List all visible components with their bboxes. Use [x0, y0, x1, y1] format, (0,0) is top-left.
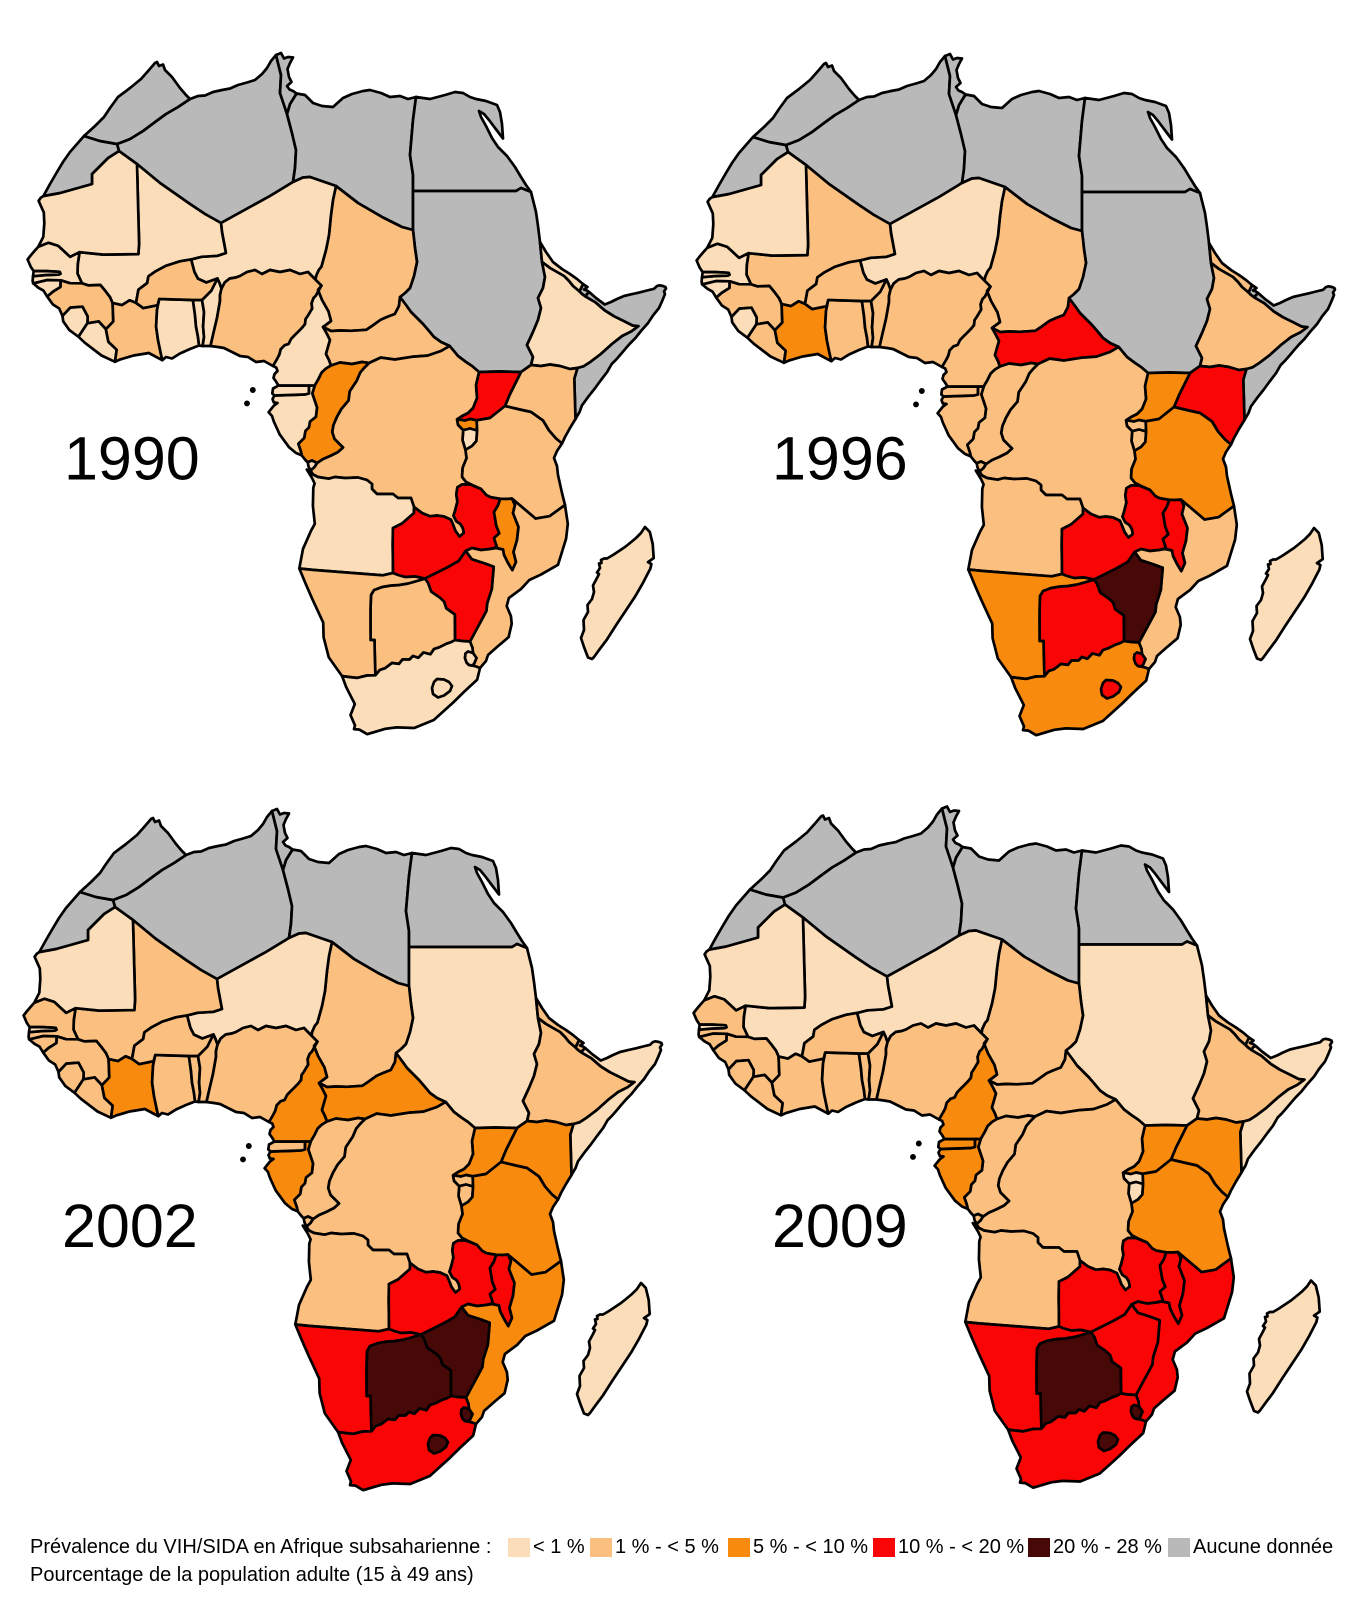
svg-text:2002: 2002: [62, 1192, 198, 1260]
svg-text:Prévalence du VIH/SIDA en Afri: Prévalence du VIH/SIDA en Afrique subsah…: [30, 1536, 491, 1558]
svg-text:< 1 %: < 1 %: [533, 1536, 585, 1558]
svg-text:2009: 2009: [772, 1192, 908, 1260]
svg-text:1 % - < 5 %: 1 % - < 5 %: [615, 1536, 719, 1558]
svg-text:20 % - 28 %: 20 % - 28 %: [1053, 1536, 1162, 1558]
svg-text:10 % - < 20 %: 10 % - < 20 %: [898, 1536, 1024, 1558]
svg-text:1996: 1996: [772, 424, 908, 492]
svg-text:5 % - < 10 %: 5 % - < 10 %: [753, 1536, 868, 1558]
svg-text:Aucune donnée: Aucune donnée: [1193, 1536, 1333, 1558]
svg-text:1990: 1990: [64, 424, 200, 492]
svg-text:Pourcentage de la population a: Pourcentage de la population adulte (15 …: [30, 1564, 474, 1586]
